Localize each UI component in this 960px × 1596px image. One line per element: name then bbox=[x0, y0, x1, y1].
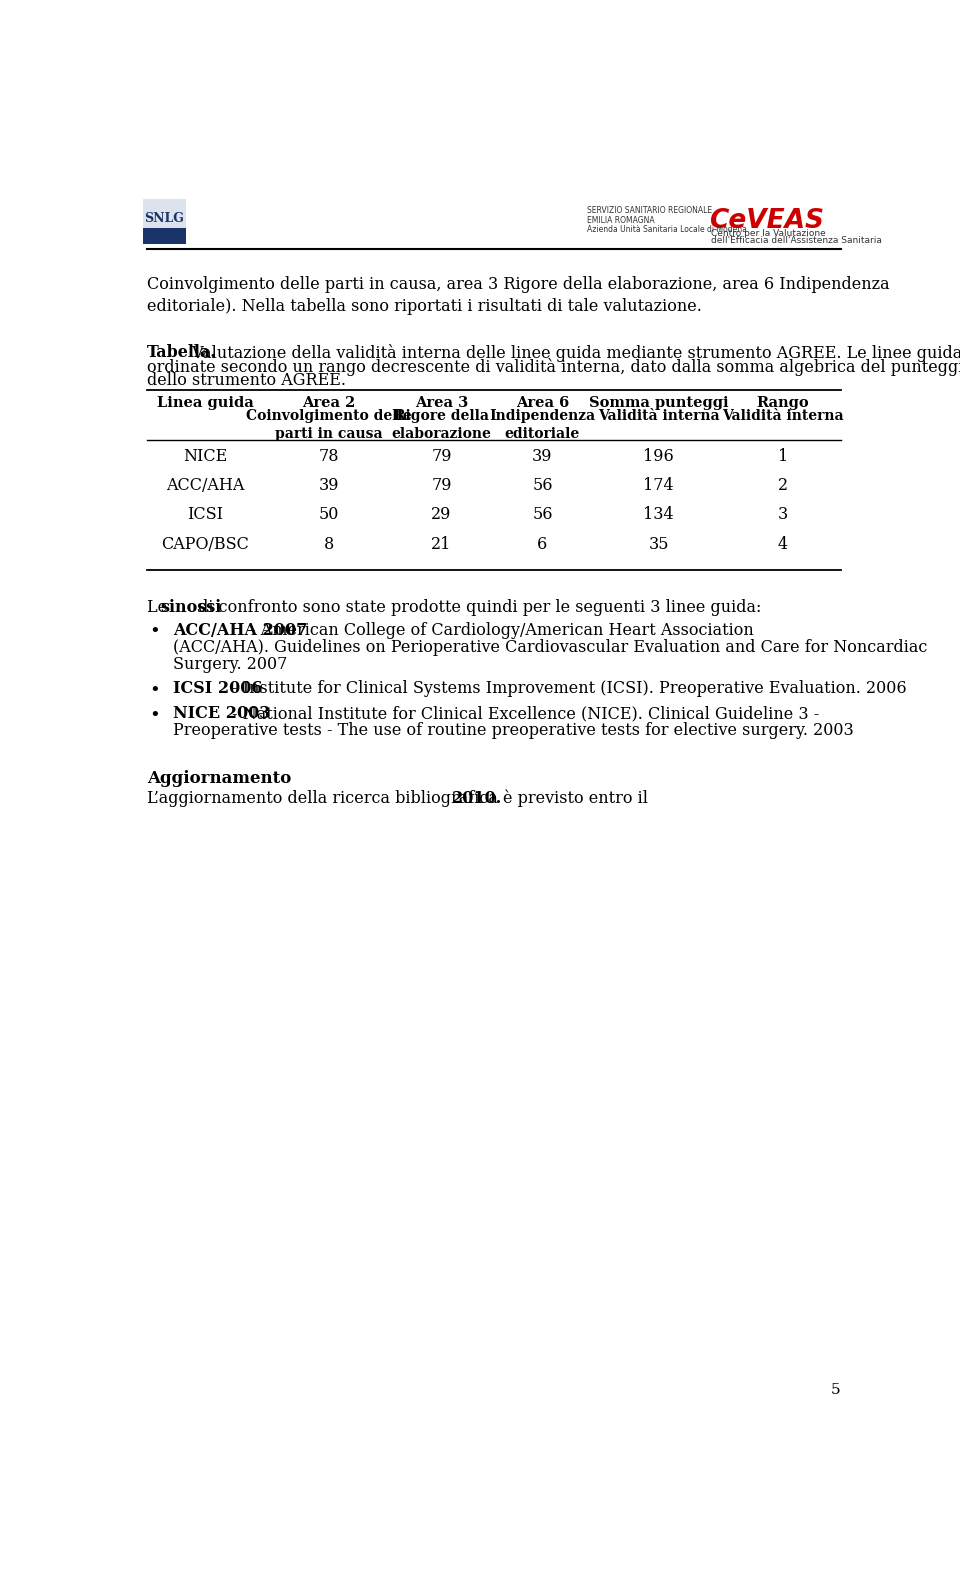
Text: 50: 50 bbox=[319, 506, 340, 523]
Text: Azienda Unità Sanitaria Locale di Modena: Azienda Unità Sanitaria Locale di Modena bbox=[588, 225, 747, 233]
Text: editoriale). Nella tabella sono riportati i risultati di tale valutazione.: editoriale). Nella tabella sono riportat… bbox=[147, 298, 702, 314]
Text: - Institute for Clinical Systems Improvement (ICSI). Preoperative Evaluation. 20: - Institute for Clinical Systems Improve… bbox=[228, 680, 907, 697]
Text: CAPO/BSC: CAPO/BSC bbox=[161, 536, 250, 552]
Text: dell'Efficacia dell'Assistenza Sanitaria: dell'Efficacia dell'Assistenza Sanitaria bbox=[710, 236, 881, 246]
Text: ordinate secondo un rango decrescente di validità interna, dato dalla somma alge: ordinate secondo un rango decrescente di… bbox=[147, 358, 960, 375]
Text: - National Institute for Clinical Excellence (NICE). Clinical Guideline 3 -: - National Institute for Clinical Excell… bbox=[228, 705, 819, 721]
Text: NICE: NICE bbox=[183, 448, 228, 464]
Text: CeVEAS: CeVEAS bbox=[709, 207, 824, 233]
Text: SERVIZIO SANITARIO REGIONALE: SERVIZIO SANITARIO REGIONALE bbox=[588, 206, 712, 215]
Text: Tabella.: Tabella. bbox=[147, 345, 217, 361]
Text: 29: 29 bbox=[431, 506, 452, 523]
Text: Le: Le bbox=[147, 598, 173, 616]
Text: 56: 56 bbox=[532, 506, 553, 523]
Text: (ACC/AHA). Guidelines on Perioperative Cardiovascular Evaluation and Care for No: (ACC/AHA). Guidelines on Perioperative C… bbox=[173, 638, 927, 656]
Text: •: • bbox=[150, 681, 160, 701]
Text: Somma punteggi: Somma punteggi bbox=[588, 396, 729, 410]
Text: Valutazione della validità interna delle linee guida mediante strumento AGREE. L: Valutazione della validità interna delle… bbox=[187, 345, 960, 362]
Bar bbox=[143, 200, 186, 244]
Text: Aggiornamento: Aggiornamento bbox=[147, 769, 292, 787]
Text: Validità interna: Validità interna bbox=[598, 410, 719, 423]
Text: Rigore della
elaborazione: Rigore della elaborazione bbox=[392, 410, 492, 440]
Text: Coinvolgimento delle
parti in causa: Coinvolgimento delle parti in causa bbox=[247, 410, 412, 440]
Text: 174: 174 bbox=[643, 477, 674, 495]
Text: 2: 2 bbox=[778, 477, 788, 495]
Text: Area 6: Area 6 bbox=[516, 396, 569, 410]
Text: Area 2: Area 2 bbox=[302, 396, 356, 410]
Text: •: • bbox=[150, 707, 160, 725]
Text: Coinvolgimento delle parti in causa, area 3 Rigore della elaborazione, area 6 In: Coinvolgimento delle parti in causa, are… bbox=[147, 276, 890, 294]
Text: 39: 39 bbox=[532, 448, 553, 464]
Text: 5: 5 bbox=[831, 1382, 841, 1396]
Text: 78: 78 bbox=[319, 448, 340, 464]
Text: 79: 79 bbox=[431, 448, 452, 464]
Text: Indipendenza
editoriale: Indipendenza editoriale bbox=[490, 410, 595, 440]
Text: 21: 21 bbox=[431, 536, 452, 552]
Text: sinossi: sinossi bbox=[160, 598, 222, 616]
Text: SNLG: SNLG bbox=[144, 212, 184, 225]
Text: Centro per la Valutazione: Centro per la Valutazione bbox=[710, 230, 826, 238]
Text: 2010.: 2010. bbox=[452, 790, 502, 808]
Text: - American College of Cardiology/American Heart Association: - American College of Cardiology/America… bbox=[245, 622, 754, 638]
Text: 134: 134 bbox=[643, 506, 674, 523]
Text: Rango: Rango bbox=[756, 396, 809, 410]
Text: dello strumento AGREE.: dello strumento AGREE. bbox=[147, 372, 347, 389]
Text: 39: 39 bbox=[319, 477, 340, 495]
Text: Validità interna: Validità interna bbox=[722, 410, 844, 423]
Text: Linea guida: Linea guida bbox=[156, 396, 253, 410]
Text: EMILIA ROMAGNA: EMILIA ROMAGNA bbox=[588, 215, 655, 225]
Text: 35: 35 bbox=[648, 536, 669, 552]
Text: di confronto sono state prodotte quindi per le seguenti 3 linee guida:: di confronto sono state prodotte quindi … bbox=[193, 598, 761, 616]
Text: ICSI 2006: ICSI 2006 bbox=[173, 680, 262, 697]
Text: 3: 3 bbox=[778, 506, 788, 523]
Text: 56: 56 bbox=[532, 477, 553, 495]
Text: Preoperative tests - The use of routine preoperative tests for elective surgery.: Preoperative tests - The use of routine … bbox=[173, 721, 853, 739]
Text: Area 3: Area 3 bbox=[415, 396, 468, 410]
Text: ACC/AHA: ACC/AHA bbox=[166, 477, 245, 495]
Text: 79: 79 bbox=[431, 477, 452, 495]
Text: 8: 8 bbox=[324, 536, 334, 552]
Text: Surgery. 2007: Surgery. 2007 bbox=[173, 656, 287, 674]
Text: 4: 4 bbox=[778, 536, 788, 552]
Text: 6: 6 bbox=[538, 536, 547, 552]
Text: L’aggiornamento della ricerca bibliografica è previsto entro il: L’aggiornamento della ricerca bibliograf… bbox=[147, 790, 653, 808]
Bar bbox=[143, 228, 186, 244]
Text: 1: 1 bbox=[778, 448, 788, 464]
Text: ACC/AHA 2007: ACC/AHA 2007 bbox=[173, 622, 307, 638]
Text: 196: 196 bbox=[643, 448, 674, 464]
Text: ICSI: ICSI bbox=[187, 506, 224, 523]
Text: NICE 2003: NICE 2003 bbox=[173, 705, 270, 721]
Text: •: • bbox=[150, 624, 160, 642]
